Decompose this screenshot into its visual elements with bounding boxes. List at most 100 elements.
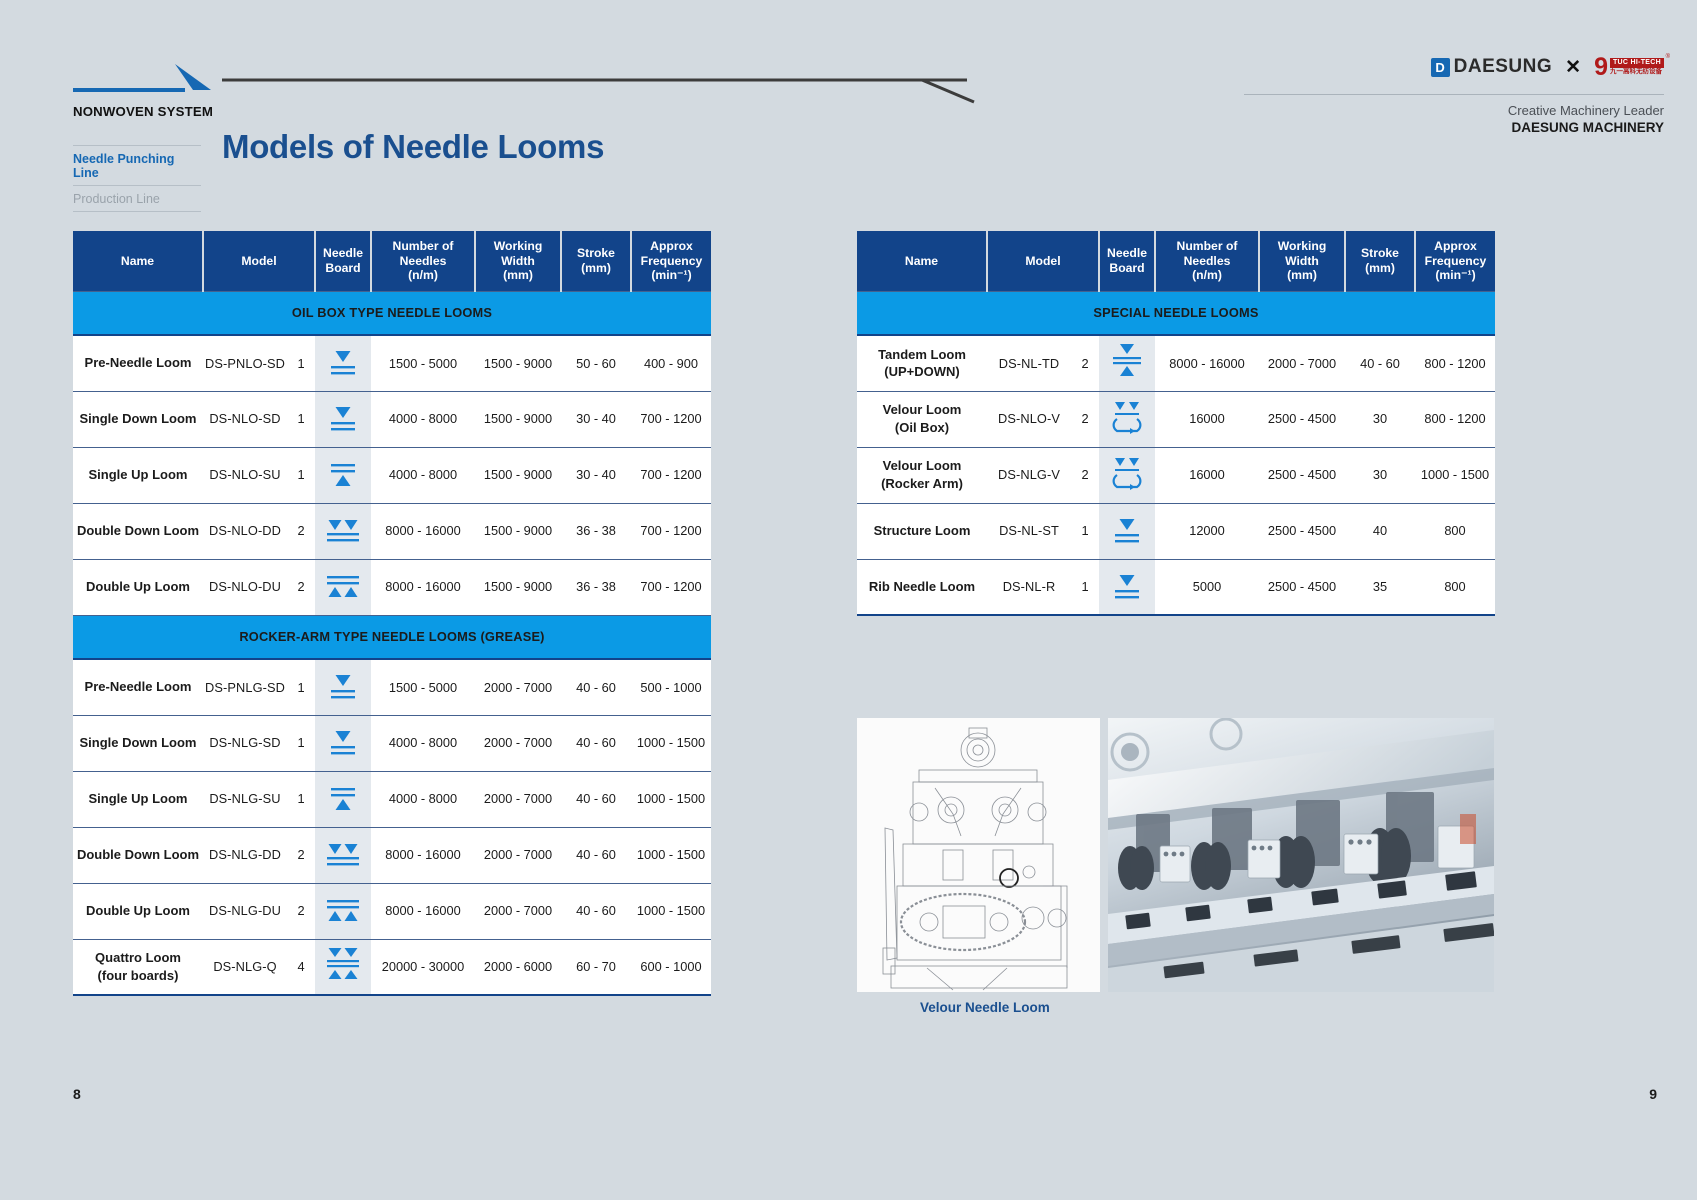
- col-header-af-left: Approx Frequency (min⁻¹): [631, 231, 711, 291]
- cell-approx-frequency: 800 - 1200: [1415, 390, 1495, 447]
- col-header-ww-left: Working Width (mm): [475, 231, 562, 291]
- cell-model: DS-NL-ST: [987, 502, 1071, 559]
- nonwoven-arrow-logo: [73, 62, 211, 106]
- page-number-right: 9: [1649, 1086, 1657, 1102]
- cell-board-count: 2: [1081, 355, 1089, 371]
- cell-needle-board: [315, 446, 371, 503]
- cell-working-width: 1500 - 9000: [483, 355, 553, 371]
- cell-approx-frequency: 1000 - 1500: [631, 770, 711, 827]
- cell-needle-board: [1099, 335, 1155, 391]
- brand-row: D DAESUNG ✕ 9 TUC HI-TECH 九一高科无纺设备 ®: [1244, 52, 1670, 82]
- needle-loom-technical-drawing: [857, 718, 1100, 992]
- col-header-af-right: Approx Frequency (min⁻¹): [1415, 231, 1495, 291]
- col-header-non-left: Number of Needles (n/m): [371, 231, 476, 291]
- needle-board-up-1-icon: [331, 788, 355, 810]
- registered-trademark-icon: ®: [1665, 53, 1670, 60]
- table-row[interactable]: Single Up Loom DS-NLG-SU 1 4000 - 8000 2…: [73, 770, 711, 827]
- cell-board-count: 2: [287, 826, 315, 883]
- table-head-left: Name Model Needle Board Number of Needles (n/m…: [73, 231, 711, 291]
- cell-model: DS-NLO-V: [987, 390, 1071, 447]
- cell-working-width: 2500 - 4500: [1259, 502, 1345, 559]
- needle-board-up-1-icon: [331, 464, 355, 486]
- cell-approx-frequency: 700 - 1200: [631, 390, 711, 447]
- cell-board-count: 1: [1071, 558, 1099, 616]
- cell-model: DS-NLO-DU: [203, 558, 287, 615]
- cell-approx-frequency: 1000 - 1500: [631, 882, 711, 939]
- cell-board-count: 4: [287, 938, 315, 996]
- table-row[interactable]: Velour Loom (Oil Box) DS-NLO-V 2 16000 25…: [857, 390, 1495, 447]
- tagline-primary: Creative Machinery Leader: [1507, 103, 1664, 118]
- section-nav: Needle Punching Line Production Line: [73, 145, 201, 212]
- cell-number-of-needles: 1500 - 5000: [388, 355, 458, 371]
- cell-name: Pre-Needle Loom: [84, 355, 192, 371]
- nav-item-production-line[interactable]: Production Line: [73, 192, 160, 206]
- cell-model: DS-PNLG-SD: [205, 679, 285, 695]
- cell-name: Structure Loom: [857, 502, 987, 559]
- table-row[interactable]: Single Up Loom DS-NLO-SU 1 4000 - 8000 1…: [73, 446, 711, 503]
- table-row[interactable]: Structure Loom DS-NL-ST 1 12000 2500 - 4…: [857, 502, 1495, 559]
- cell-stroke: 40 - 60: [561, 882, 631, 939]
- cell-working-width: 2000 - 6000: [475, 938, 561, 996]
- cell-approx-frequency: 500 - 1000: [640, 679, 702, 695]
- cell-name: Double Up Loom: [73, 882, 203, 939]
- cell-number-of-needles: 4000 - 8000: [371, 770, 475, 827]
- cell-approx-frequency: 700 - 1200: [631, 558, 711, 615]
- needle-board-down-2-icon: [327, 844, 359, 866]
- cell-board-count: 2: [287, 882, 315, 939]
- cell-board-count: 2: [287, 558, 315, 615]
- col-header-st-right: Stroke (mm): [1345, 231, 1416, 291]
- cell-needle-board: [1099, 390, 1155, 447]
- table-row[interactable]: Quattro Loom (four boards) DS-NLG-Q 4 200…: [73, 938, 711, 996]
- col-header-model-left: Model: [203, 231, 316, 291]
- cell-stroke: 36 - 38: [561, 502, 631, 559]
- table-row[interactable]: Double Down Loom DS-NLG-DD 2 8000 - 1600…: [73, 826, 711, 883]
- needle-board-tandem-icon: [1113, 344, 1141, 377]
- table-row[interactable]: Double Up Loom DS-NLO-DU 2 8000 - 16000 …: [73, 558, 711, 615]
- cell-board-count: 1: [287, 390, 315, 447]
- cell-working-width: 2000 - 7000: [483, 679, 553, 695]
- table-head-right: Name Model Needle Board Number of Needles (n/m…: [857, 231, 1495, 291]
- cell-approx-frequency: 700 - 1200: [631, 502, 711, 559]
- cell-approx-frequency: 800: [1415, 558, 1495, 616]
- cell-approx-frequency: 400 - 900: [643, 355, 699, 371]
- cell-stroke: 60 - 70: [561, 938, 631, 996]
- cell-name: Pre-Needle Loom: [84, 679, 192, 695]
- needle-board-down-1-icon: [1115, 574, 1139, 599]
- table-row[interactable]: Single Down Loom DS-NLO-SD 1 4000 - 8000…: [73, 390, 711, 447]
- cell-model: DS-NL-TD: [998, 355, 1060, 371]
- cell-needle-board: [315, 659, 371, 715]
- cell-working-width: 2500 - 4500: [1259, 390, 1345, 447]
- cell-approx-frequency: 600 - 1000: [631, 938, 711, 996]
- cell-name: Double Down Loom: [73, 826, 203, 883]
- cell-name: Velour Loom (Rocker Arm): [857, 446, 987, 503]
- cell-stroke: 40 - 60: [576, 679, 616, 695]
- table-body-right: SPECIAL NEEDLE LOOMS Tandem Loom (UP+DOWN…: [857, 290, 1495, 616]
- table-row[interactable]: Double Up Loom DS-NLG-DU 2 8000 - 16000 …: [73, 882, 711, 939]
- needle-board-down-1-icon: [331, 407, 355, 431]
- cell-board-count: 1: [287, 714, 315, 771]
- col-header-nb-right: Needle Board: [1099, 231, 1156, 291]
- cell-needle-board: [315, 335, 371, 391]
- needle-looms-table-left: Name Model Needle Board Number of Needles (n/m…: [73, 231, 711, 996]
- cell-number-of-needles: 8000 - 16000: [371, 558, 475, 615]
- table-row[interactable]: Tandem Loom (UP+DOWN) DS-NL-TD 2 8000 - 1…: [857, 335, 1495, 391]
- table-row[interactable]: Pre-Needle Loom DS-PNLG-SD 1 1500 - 5000…: [73, 659, 711, 715]
- cell-name: Quattro Loom (four boards): [73, 938, 203, 996]
- needle-board-quattro-icon: [327, 947, 359, 979]
- col-header-ww-right: Working Width (mm): [1259, 231, 1346, 291]
- table-row[interactable]: Velour Loom (Rocker Arm) DS-NLG-V 2 16000…: [857, 446, 1495, 503]
- cell-name: Single Down Loom: [73, 390, 203, 447]
- table-row[interactable]: Rib Needle Loom DS-NL-R 1 5000 2500 - 45…: [857, 558, 1495, 616]
- needle-board-velour-icon: [1112, 402, 1142, 434]
- cell-number-of-needles: 4000 - 8000: [371, 714, 475, 771]
- nav-item-needle-punching-line[interactable]: Needle Punching Line: [73, 152, 175, 180]
- table-row[interactable]: Single Down Loom DS-NLG-SD 1 4000 - 8000…: [73, 714, 711, 771]
- nav-divider-bottom: [73, 211, 201, 212]
- table-row[interactable]: Pre-Needle Loom DS-PNLO-SD 1 1500 - 5000…: [73, 335, 711, 391]
- cell-name: Single Up Loom: [73, 446, 203, 503]
- logo-rule: [73, 88, 185, 92]
- table-row[interactable]: Double Down Loom DS-NLO-DD 2 8000 - 1600…: [73, 502, 711, 559]
- figure-row: [857, 718, 1494, 992]
- cell-approx-frequency: 700 - 1200: [631, 446, 711, 503]
- section-band-label: SPECIAL NEEDLE LOOMS: [857, 290, 1495, 336]
